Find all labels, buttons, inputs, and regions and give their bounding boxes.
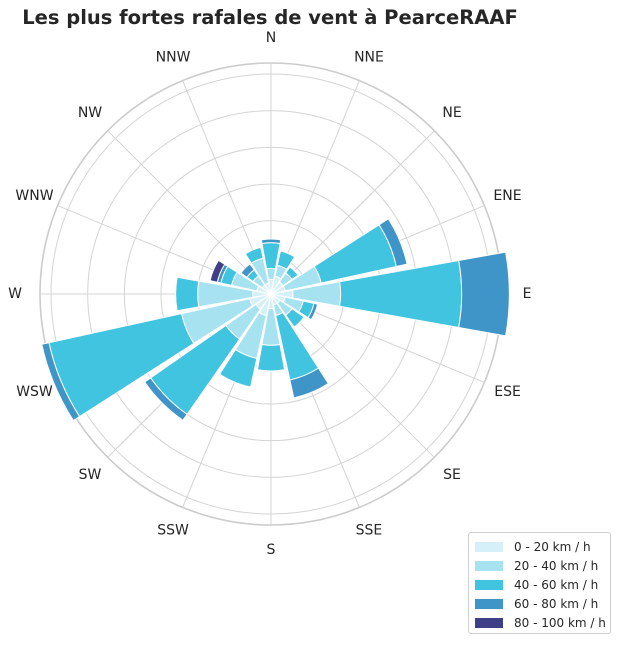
grid-spoke bbox=[270, 130, 435, 295]
direction-labels: N NNE NE ENE E ESE SE SSE S SSW SW WSW W WNW NW NNW bbox=[8, 30, 531, 558]
legend: 0 - 20 km / h 20 - 40 km / h 40 - 60 km / … bbox=[468, 532, 611, 634]
bar-ne-2 bbox=[284, 266, 299, 281]
direction-label-nw: NW bbox=[78, 105, 102, 121]
direction-label-sw: SW bbox=[79, 467, 102, 483]
direction-label-ne: NE bbox=[442, 105, 461, 121]
bar-n-3 bbox=[260, 238, 282, 245]
legend-swatch bbox=[475, 541, 503, 552]
bar-s-2 bbox=[256, 343, 286, 372]
direction-label-ssw: SSW bbox=[157, 523, 189, 539]
direction-label-sse: SSE bbox=[356, 523, 383, 539]
legend-swatch bbox=[475, 617, 503, 628]
legend-label: 80 - 100 km / h bbox=[514, 615, 606, 630]
bar-ese-3 bbox=[307, 302, 319, 321]
direction-label-nnw: NNW bbox=[156, 49, 191, 65]
direction-label-n: N bbox=[266, 30, 276, 46]
legend-label: 20 - 40 km / h bbox=[514, 558, 599, 573]
legend-item: 0 - 20 km / h bbox=[475, 537, 604, 556]
bar-sse-3 bbox=[289, 367, 330, 399]
bar-nw-3 bbox=[240, 263, 255, 278]
legend-swatch bbox=[475, 598, 503, 609]
direction-label-wnw: WNW bbox=[15, 188, 53, 204]
bar-nne-2 bbox=[276, 250, 296, 270]
legend-item: 80 - 100 km / h bbox=[475, 613, 606, 632]
legend-item: 40 - 60 km / h bbox=[475, 575, 604, 594]
bar-w-2 bbox=[175, 276, 200, 312]
direction-label-s: S bbox=[267, 542, 276, 558]
bar-e-3 bbox=[458, 251, 510, 337]
wind-bars bbox=[41, 218, 510, 422]
legend-item: 20 - 40 km / h bbox=[475, 556, 604, 575]
legend-swatch bbox=[475, 560, 503, 571]
bar-wsw-3 bbox=[41, 342, 81, 422]
direction-label-ene: ENE bbox=[493, 188, 521, 204]
bar-wnw-4 bbox=[209, 259, 226, 283]
bar-se-2 bbox=[284, 307, 305, 328]
grid-spoke bbox=[107, 130, 272, 295]
bar-sw-3 bbox=[143, 377, 188, 422]
direction-label-nne: NNE bbox=[354, 49, 384, 65]
direction-label-wsw: WSW bbox=[16, 384, 53, 400]
bar-nnw-2 bbox=[244, 246, 264, 264]
direction-label-w: W bbox=[8, 286, 22, 302]
legend-label: 40 - 60 km / h bbox=[514, 577, 599, 592]
legend-swatch bbox=[475, 579, 503, 590]
legend-item: 60 - 80 km / h bbox=[475, 594, 604, 613]
bar-ssw-2 bbox=[218, 348, 258, 388]
legend-label: 60 - 80 km / h bbox=[514, 596, 599, 611]
direction-label-se: SE bbox=[443, 467, 461, 483]
legend-label: 0 - 20 km / h bbox=[514, 539, 591, 554]
chart-title: Les plus fortes rafales de vent à Pearce… bbox=[22, 6, 518, 29]
direction-label-ese: ESE bbox=[494, 384, 521, 400]
bar-ene-3 bbox=[378, 218, 408, 268]
direction-label-e: E bbox=[523, 286, 532, 302]
